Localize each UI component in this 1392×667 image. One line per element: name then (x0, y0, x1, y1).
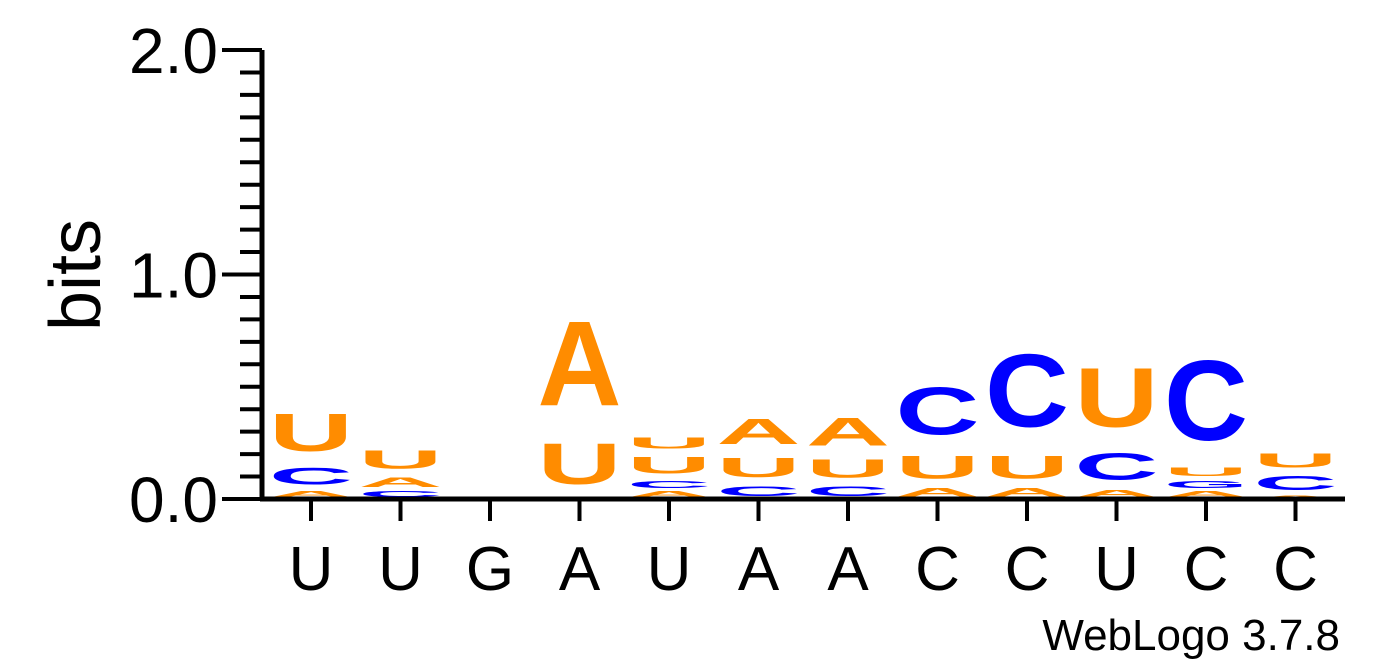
x-tick-label: U (1094, 535, 1139, 604)
logo-letter-a: A (1164, 490, 1248, 499)
logo-letter-a: A (538, 297, 622, 431)
logo-letter-u: U (537, 432, 621, 496)
letter-stacks: ACUCAUCUAACUUCUACUAAUCAUCACUAGUCACU (269, 297, 1338, 499)
x-tick-label: C (1005, 535, 1050, 604)
x-tick-label: C (915, 535, 960, 604)
y-tick-label: 0.0 (129, 464, 218, 536)
logo-letter-a: A (627, 490, 711, 499)
logo-letter-a: A (269, 490, 353, 499)
x-tick-label: C (1184, 535, 1229, 604)
x-tick-label: U (378, 535, 423, 604)
logo-letter-u: U (1075, 350, 1159, 445)
logo-letter-u: U (985, 450, 1069, 486)
x-tick-label: C (1273, 535, 1318, 604)
weblogo-credit: WebLogo 3.7.8 (1042, 611, 1340, 660)
logo-letter-a: A (358, 474, 442, 490)
logo-letter-u: U (269, 403, 353, 463)
logo-letter-a: A (1074, 488, 1158, 499)
logo-letter-u: U (1164, 465, 1248, 479)
logo-letter-c: C (895, 374, 979, 450)
logo-letter-c: C (269, 463, 353, 490)
logo-letter-a: A (985, 485, 1069, 499)
x-tick-label: G (466, 535, 514, 604)
y-tick-label: 1.0 (129, 240, 218, 312)
logo-letter-u: U (359, 445, 443, 474)
x-tick-label: A (738, 535, 780, 604)
logo-letter-c: C (806, 483, 890, 499)
logo-letter-c: C (1075, 446, 1159, 488)
logo-letter-c: C (1254, 472, 1338, 495)
logo-letter-u: U (717, 452, 801, 484)
y-axis-label: bits (36, 219, 116, 331)
logo-letter-c: C (627, 479, 711, 490)
logo-letter-a: A (806, 409, 890, 454)
logo-letter-c: C (985, 333, 1069, 449)
logo-letter-u: U (627, 434, 711, 452)
logo-letter-a: A (896, 485, 980, 499)
x-tick-label: A (559, 535, 601, 604)
logo-letter-c: C (1164, 338, 1248, 465)
logo-letter-u: U (1254, 449, 1338, 472)
logo-letter-u: U (896, 450, 980, 486)
x-tick-label: U (289, 535, 334, 604)
logo-letter-g: G (1164, 479, 1248, 490)
logo-letter-u: U (627, 452, 711, 479)
logo-letter-c: C (716, 483, 800, 499)
axes: 0.01.02.0U U G A U A A C C U C C (129, 15, 1345, 604)
x-tick-label: U (647, 535, 692, 604)
logo-letter-c: C (358, 490, 442, 499)
logo-letter-a: A (717, 412, 801, 452)
y-tick-label: 2.0 (129, 15, 218, 87)
logo-letter-u: U (806, 454, 890, 483)
x-tick-label: A (827, 535, 869, 604)
